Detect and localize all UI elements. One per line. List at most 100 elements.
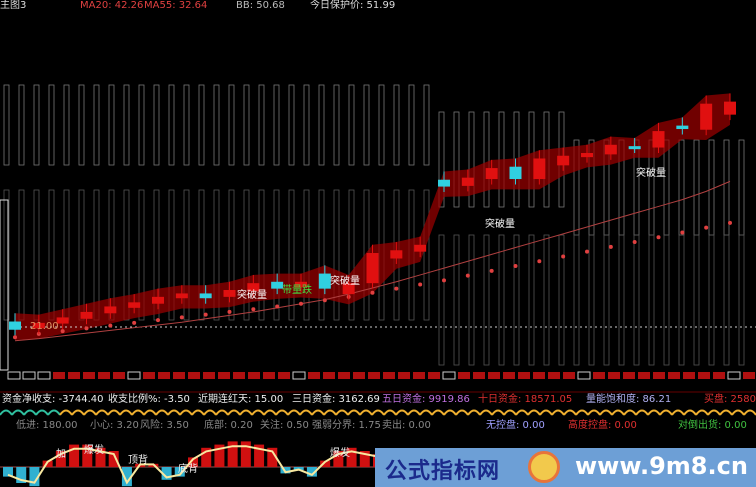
outline-bar [108,84,115,166]
ma-dot [394,286,399,291]
ma-dot [84,326,89,331]
wave-segment [347,409,361,416]
outline-bar [348,189,355,321]
outline-bar [738,139,745,236]
candle [247,283,260,292]
watermark-url: www.9m8.cn [575,452,748,480]
background-outline-bars [3,84,745,366]
wave-segment [719,409,733,416]
ma-dot [299,301,303,306]
volume-bar [533,372,545,379]
wave-segment [203,409,217,416]
three-day-funds: 三日资金: 3162.69 [292,394,380,405]
outline-bar [408,84,415,166]
outline-bar [693,139,700,236]
outline-bar [183,84,190,166]
candle [175,293,188,299]
outline-bar [438,111,445,208]
caution: 小心: 3.20 [90,420,139,431]
outline-bar [333,189,340,321]
outline-bar [678,234,685,366]
volume-bar [428,372,440,379]
wave-segment [383,409,397,416]
wave-segment [275,409,289,416]
wave-segment [731,409,745,416]
outline-bar [633,234,640,366]
volume-bar [668,372,680,379]
candle [652,131,665,148]
wave-segment [287,409,301,416]
wave-segment [95,409,109,416]
indicator-bar [333,451,344,467]
volume-bar [593,372,605,379]
outline-bar [558,234,565,366]
indicator-bar [240,441,251,467]
indicator-bar [55,451,66,467]
lower-label: 顶背 [128,455,148,466]
wave-segment [143,409,157,416]
volume-bar [638,372,650,379]
outline-bar [348,84,355,166]
indicator-bar [359,451,370,467]
outline-bar [288,189,295,321]
high-control: 高度控盘: 0.00 [568,420,637,431]
red-days: 近期连红天: 15.00 [198,394,284,405]
ma-dot [728,220,732,225]
outline-bar [273,84,280,166]
outline-bar [48,189,55,321]
volume-bar [713,372,725,379]
lower-label: 爆发 [84,445,104,456]
outline-bar [303,189,310,321]
volume-bar [548,372,560,379]
wave-segment [395,409,409,416]
indicator-bar [227,441,238,467]
ma55-readout: MA55: 32.64 [144,0,208,11]
candle [414,244,427,252]
volume-bar [442,371,456,380]
volume-bar [398,372,410,379]
outline-bar [333,84,340,166]
ma-dot [537,259,542,264]
volume-bar [37,371,51,380]
outline-bar [168,84,175,166]
wave-segment [587,409,601,416]
volume-bar [173,372,185,379]
watermark-logo-icon [528,451,560,483]
wave-segment [563,409,577,416]
candle [56,317,69,324]
hedge-out: 对倒出货: 0.00 [678,420,747,431]
wave-segment [371,409,385,416]
outline-bar [168,189,175,321]
outline-bar [228,84,235,166]
ma-dot [251,307,256,312]
outline-bar [213,189,220,321]
wave-segment [107,409,121,416]
indicator-bar [188,457,198,467]
volume-strip [7,371,755,380]
wave-segment [551,409,565,416]
outline-bar [3,84,10,166]
candle [557,155,570,166]
outline-bar [318,84,325,166]
outline-bar [618,234,625,366]
volume-bar [308,372,320,379]
breakout-label: 突破量 [636,168,666,179]
outline-bar [123,189,130,321]
outline-bar [513,234,520,366]
outline-bar [453,234,460,366]
outline-bar [663,139,670,236]
low-buy: 低进: 180.00 [16,420,78,431]
breakout-label: 突破量 [330,276,360,287]
outline-bar [93,189,100,321]
outline-bar [453,111,460,208]
volume-bar [383,372,395,379]
candle [32,322,45,329]
wave-segment [23,409,37,416]
wave-segment [179,409,193,416]
outline-bar [258,189,265,321]
ma-dot [13,335,17,340]
indicator-bar [161,467,172,480]
volume-bar [233,372,245,379]
outline-bar [243,189,250,321]
ma-dot [680,230,685,235]
